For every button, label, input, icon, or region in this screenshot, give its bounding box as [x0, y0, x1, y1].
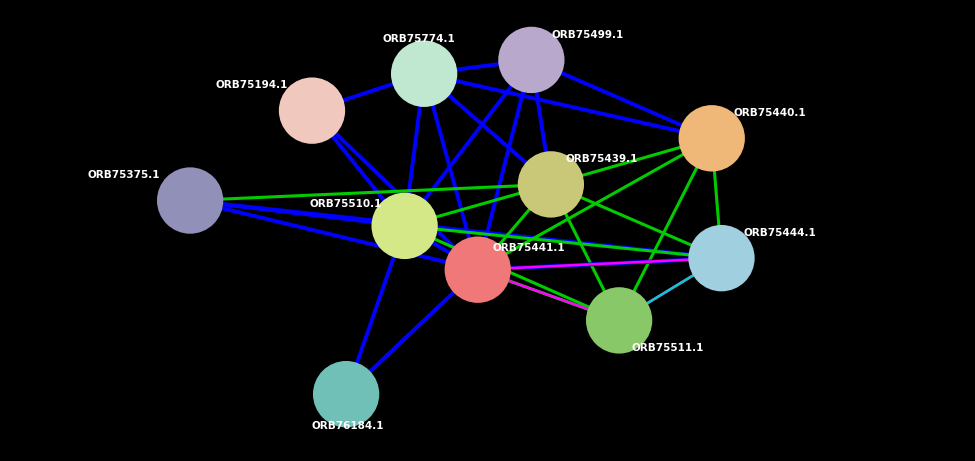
- Ellipse shape: [445, 236, 511, 303]
- Text: ORB76184.1: ORB76184.1: [312, 420, 384, 431]
- Text: ORB75510.1: ORB75510.1: [310, 199, 382, 209]
- Ellipse shape: [518, 151, 584, 218]
- Ellipse shape: [279, 77, 345, 144]
- Text: ORB75774.1: ORB75774.1: [383, 34, 455, 44]
- Text: ORB75194.1: ORB75194.1: [215, 80, 288, 90]
- Ellipse shape: [688, 225, 755, 291]
- Text: ORB75439.1: ORB75439.1: [566, 154, 638, 164]
- Ellipse shape: [313, 361, 379, 427]
- Ellipse shape: [371, 193, 438, 259]
- Text: ORB75511.1: ORB75511.1: [632, 343, 704, 353]
- Text: ORB75444.1: ORB75444.1: [744, 228, 816, 238]
- Text: ORB75440.1: ORB75440.1: [734, 108, 806, 118]
- Ellipse shape: [391, 41, 457, 107]
- Text: ORB75441.1: ORB75441.1: [492, 242, 565, 253]
- Text: ORB75499.1: ORB75499.1: [552, 30, 624, 40]
- Ellipse shape: [498, 27, 565, 93]
- Ellipse shape: [157, 167, 223, 234]
- Ellipse shape: [586, 287, 652, 354]
- Ellipse shape: [679, 105, 745, 171]
- Text: ORB75375.1: ORB75375.1: [88, 170, 160, 180]
